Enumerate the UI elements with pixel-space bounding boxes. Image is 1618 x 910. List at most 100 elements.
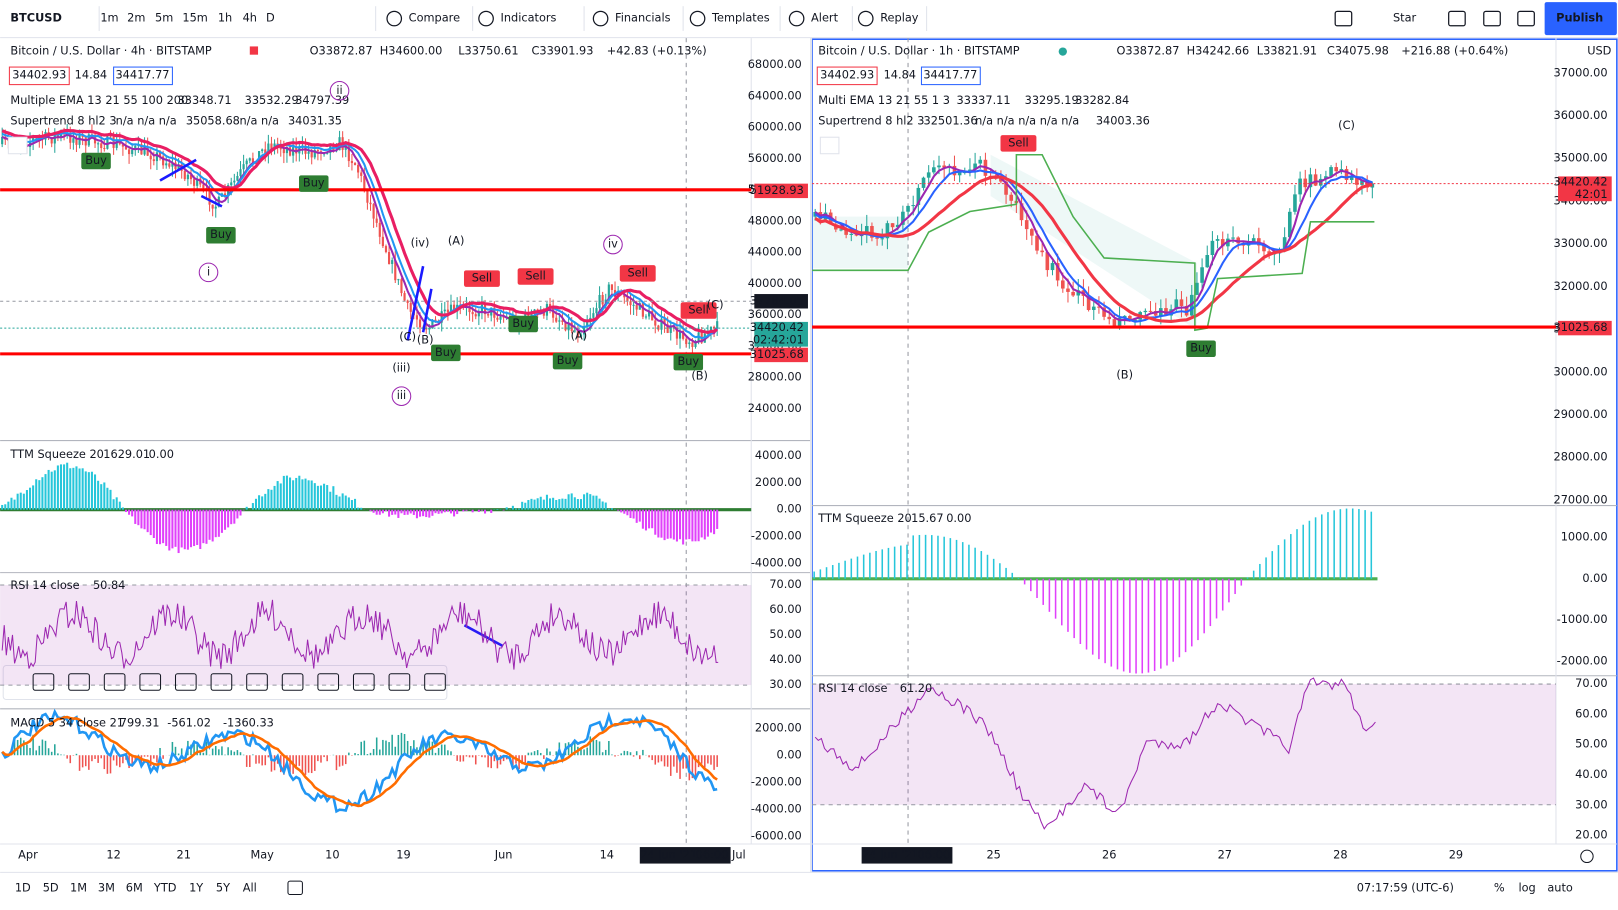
drawing-tool[interactable] [317,673,340,691]
trend-line[interactable] [200,194,223,208]
candle-body [716,321,719,329]
candle-body [1251,238,1256,242]
axis-label: 33000.00 [1554,236,1608,250]
templates-button[interactable]: Templates [711,11,770,25]
candle-body [657,325,660,330]
candle-body [375,218,378,223]
interval-button[interactable]: D [266,11,275,25]
settings-icon[interactable] [1580,849,1594,864]
trend-line[interactable] [421,288,433,333]
drawing-tool[interactable] [174,673,197,691]
toolbar-icon[interactable] [1448,10,1466,27]
interval-button[interactable]: 15m [182,11,207,25]
candle-body [75,138,78,145]
toolbar-icon[interactable] [1517,10,1535,27]
indicator-value: 34003.36 [1096,114,1150,128]
range-button[interactable]: 1M [70,880,87,894]
candle-body [366,190,369,203]
auto-toggle[interactable]: auto [1547,880,1573,894]
drawing-tool[interactable] [424,673,446,691]
cursor-date: 24 Jun '21 [862,847,919,861]
financials-button[interactable]: Financials [615,11,671,25]
candle-body [688,342,691,345]
candle-body [567,322,570,331]
candle-body [400,279,403,294]
drawing-tool[interactable] [103,673,126,691]
candle-body [1117,317,1122,327]
candle-body [499,316,502,320]
candle-body [1298,178,1302,195]
toolbar-icon[interactable] [1483,10,1501,27]
interval-button[interactable]: 1m [100,11,118,25]
toolbar-icon[interactable] [788,10,805,27]
axis-label: 0.00 [1582,571,1607,585]
symbol[interactable]: BTCUSD [10,11,61,25]
publish-label[interactable]: Publish [1556,11,1603,25]
range-button[interactable]: 1Y [189,880,203,894]
drawing-tool[interactable] [352,673,375,691]
log-toggle[interactable]: log [1518,880,1535,894]
range-button[interactable]: 6M [126,880,143,894]
compare-button[interactable]: Compare [409,11,460,25]
collapse-button[interactable] [819,136,840,155]
wave-circle [329,80,350,101]
trend-line[interactable] [406,265,425,341]
range-button[interactable]: 3M [98,880,115,894]
axis-label: 50.00 [1575,737,1607,751]
drawing-tool[interactable] [388,673,411,691]
range-button[interactable]: 5D [43,880,59,894]
alert-button[interactable]: Alert [811,11,839,25]
interval-button[interactable]: 4h [243,11,257,25]
drawing-tool[interactable] [68,673,90,691]
indicators-button[interactable]: Indicators [501,11,557,25]
candle-body [1112,319,1117,327]
replay-button[interactable]: Replay [880,11,919,25]
range-button[interactable]: YTD [153,880,177,894]
axis-label: 2000.00 [755,475,802,489]
trend-line[interactable] [159,158,197,182]
drawing-tool[interactable] [246,673,268,691]
candle-body [53,134,56,144]
candle-body [152,159,155,162]
interval-button[interactable]: 2m [127,11,145,25]
candle-body [452,304,456,312]
star-button[interactable]: Star [1393,11,1417,25]
interval-button[interactable]: 5m [155,11,173,25]
axis-label: 0.00 [777,747,802,761]
drawing-tool[interactable] [139,673,162,691]
candle-body [937,165,941,168]
axis-label: -1000.00 [1557,612,1608,626]
signal-label: Buy [435,345,457,359]
range-button[interactable]: 1D [15,880,31,894]
publish-button[interactable] [1544,2,1617,36]
moving-average [814,169,1373,323]
drawing-tool[interactable] [32,673,55,691]
countdown: 42:01 [1575,187,1608,201]
drawing-tool[interactable] [210,673,233,691]
toolbar-icon[interactable] [689,10,706,27]
candle-body [626,297,629,302]
interval-button[interactable]: 1h [218,11,232,25]
candle-body [214,206,217,209]
signal-label: Sell [1008,135,1028,149]
clock[interactable]: 07:17:59 (UTC-6) [1357,880,1454,894]
range-button[interactable]: All [243,880,257,894]
percent-toggle[interactable]: % [1494,880,1505,894]
candle-body [1262,245,1266,252]
drawing-tool[interactable] [281,673,304,691]
toolbar-icon[interactable] [386,10,403,27]
toolbar-icon[interactable] [478,10,494,27]
candle-body [211,204,214,209]
candle-body [586,321,589,327]
toolbar-icon[interactable] [1334,10,1353,27]
candle-body [1050,263,1055,271]
toolbar-icon[interactable] [857,10,874,27]
range-button[interactable]: 5Y [216,880,230,894]
toolbar-icon[interactable] [592,10,609,27]
goto-icon[interactable] [287,880,303,896]
candle-body [1071,291,1075,296]
collapse-button[interactable] [7,136,28,155]
trend-line[interactable] [463,624,504,648]
candle-body [487,314,490,316]
candle-body [261,149,264,152]
